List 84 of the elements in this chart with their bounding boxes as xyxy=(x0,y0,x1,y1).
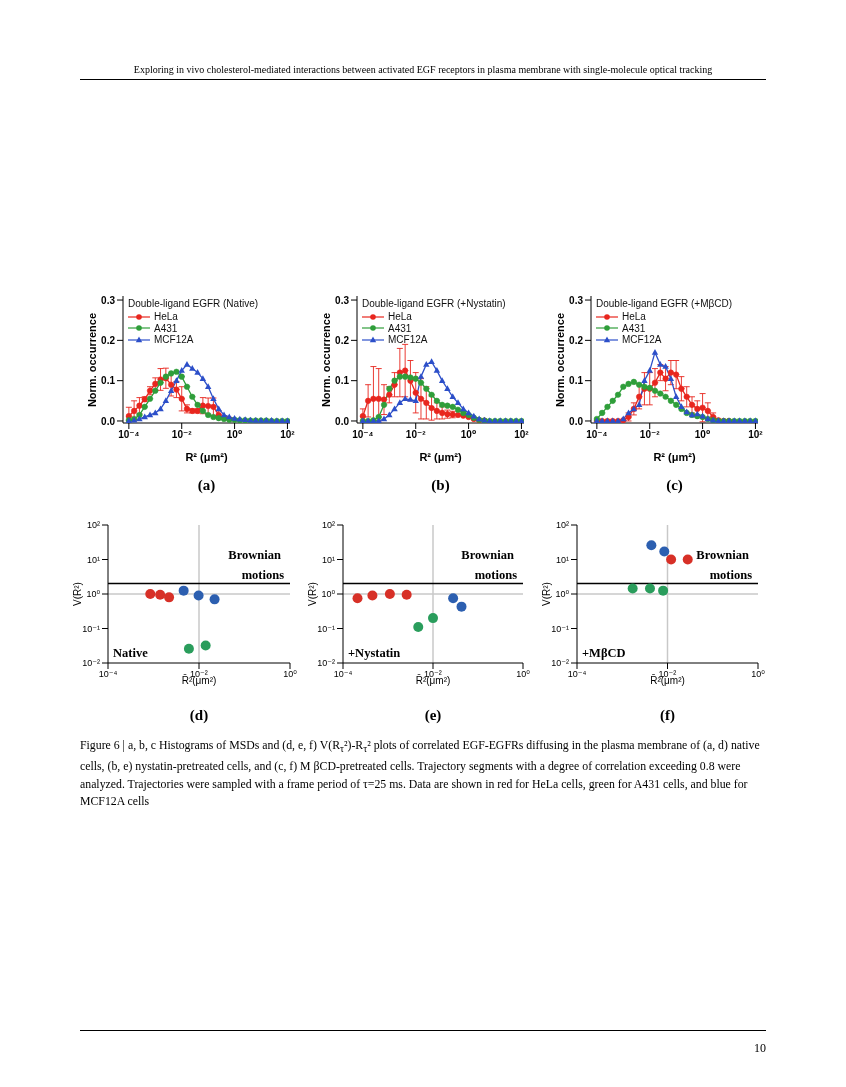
y-tick-label: 10¹ xyxy=(321,554,335,565)
x-tick-label: 10⁰ xyxy=(226,429,243,441)
y-axis-title: V(R²) xyxy=(306,582,318,606)
y-tick-label: 10⁻¹ xyxy=(551,623,569,634)
x-tick-label: 10⁻⁴ xyxy=(98,669,118,680)
text: Exploring in vivo cholesterol-mediated interactions between activated EGF receptors in plasma membrane with single-molecule optical tracking xyxy=(132,64,714,75)
y-tick-label: 0.3 xyxy=(569,294,584,306)
y-tick-label: 10⁻¹ xyxy=(317,623,335,634)
x-tick-label: 10⁰ xyxy=(694,429,711,441)
legend-label: A431 xyxy=(622,322,646,334)
x-axis-title: R̄²(μm²) xyxy=(415,675,451,686)
y-tick-label: 0.1 xyxy=(335,375,350,387)
y-tick-label: 0.1 xyxy=(101,375,116,387)
x-tick-label: 10⁻² xyxy=(171,429,193,441)
y-axis-title: Norm. occurrence xyxy=(320,312,332,407)
y-tick-label: 10² xyxy=(86,520,100,531)
text: (e) xyxy=(424,707,442,724)
y-tick-label: 0.3 xyxy=(101,294,116,306)
x-tick-label: 10⁻⁴ xyxy=(352,429,374,441)
y-tick-label: 0.1 xyxy=(569,375,584,387)
ref-line-label: Brownian motions xyxy=(228,547,285,582)
y-tick-label: 0.0 xyxy=(101,415,116,427)
text: (d) xyxy=(189,707,209,724)
text: (a) xyxy=(197,477,216,494)
x-tick-label: 10⁰ xyxy=(460,429,477,441)
annotation: Native xyxy=(113,646,148,661)
x-tick-label: 10⁻⁴ xyxy=(567,669,587,680)
x-axis-title: R² (μm²) xyxy=(653,451,696,463)
y-tick-label: 10⁻² xyxy=(317,658,335,669)
y-tick-label: 10¹ xyxy=(555,554,569,565)
chart-title: Double-ligand EGFR (+MβCD) xyxy=(596,298,733,309)
x-tick-label: 10⁻² xyxy=(405,429,427,441)
y-tick-label: 0.0 xyxy=(335,415,350,427)
chart-title: Double-ligand EGFR (+Nystatin) xyxy=(362,298,506,309)
legend-label: HeLa xyxy=(154,311,178,323)
annotation: +MβCD xyxy=(582,646,626,661)
y-tick-label: 0.2 xyxy=(569,334,584,346)
x-axis-title: R̄²(μm²) xyxy=(181,675,217,686)
ref-line-label: Brownian motions xyxy=(461,547,518,582)
y-tick-label: 10⁻¹ xyxy=(82,623,100,634)
legend-label: MCF12A xyxy=(154,334,194,346)
y-tick-label: 10² xyxy=(321,520,335,531)
x-tick-label: 10⁰ xyxy=(751,669,766,680)
x-tick-label: 10² xyxy=(514,429,530,441)
x-tick-label: 10⁻² xyxy=(639,429,661,441)
caption: Figure 6 | a, b, c Histograms of MSDs and (d, e, f) V(R$_{τ}$²)-R$_{τ}$² plots of correlated EGF-EGFRs diffusing in the plasma membrane of (a, d) native cells, (b, e) nystatin-pretreated cells, and (c, f) M βCD-pretreated cells. Trajectory segments with a degree of correlation exceeding 0.8 were analyzed. Trajectories were sampled with a frame period of τ=25 ms. Data are shown in red for HeLa cells, green for A431 cells, and blue for MCF12A cells xyxy=(80,737,761,811)
x-tick-label: 10² xyxy=(280,429,296,441)
y-tick-label: 10⁰ xyxy=(555,589,570,600)
y-axis-title: Norm. occurrence xyxy=(554,312,566,407)
x-tick-label: 10⁻⁴ xyxy=(586,429,608,441)
x-axis-title: R̄²(μm²) xyxy=(650,675,685,686)
y-tick-label: 10⁻² xyxy=(82,658,100,669)
x-tick-label: 10⁰ xyxy=(516,669,531,680)
legend-label: A431 xyxy=(388,322,412,334)
y-axis-title: Norm. occurrence xyxy=(86,312,98,407)
legend-label: A431 xyxy=(154,322,178,334)
x-axis-title: R² (μm²) xyxy=(419,451,462,463)
x-tick-label: 10⁻⁴ xyxy=(118,429,140,441)
ref-line-label: Brownian motions xyxy=(696,547,753,582)
x-tick-label: 10⁻⁴ xyxy=(333,669,353,680)
y-tick-label: 0.2 xyxy=(101,334,116,346)
legend-label: HeLa xyxy=(388,311,412,323)
legend-label: MCF12A xyxy=(622,334,662,346)
x-axis-title: R² (μm²) xyxy=(185,451,228,463)
y-tick-label: 10² xyxy=(555,520,569,531)
text: (b) xyxy=(431,477,450,494)
legend-label: HeLa xyxy=(622,311,646,323)
y-tick-label: 10⁰ xyxy=(86,589,101,600)
y-tick-label: 0.0 xyxy=(569,415,584,427)
legend-label: MCF12A xyxy=(388,334,428,346)
y-tick-label: 0.3 xyxy=(335,294,350,306)
text: (f) xyxy=(660,707,675,724)
x-tick-label: 10² xyxy=(748,429,764,441)
y-tick-label: 10¹ xyxy=(86,554,100,565)
annotation: +Nystatin xyxy=(348,646,401,661)
text: 10 xyxy=(80,1030,766,1056)
y-axis-title: V(R²) xyxy=(71,582,83,606)
y-tick-label: 0.2 xyxy=(335,334,350,346)
y-axis-title: V(R²) xyxy=(540,582,552,606)
y-tick-label: 10⁻² xyxy=(551,658,569,669)
x-tick-label: 10⁰ xyxy=(283,669,298,680)
y-tick-label: 10⁰ xyxy=(321,589,336,600)
text: (c) xyxy=(666,477,683,494)
chart-title: Double-ligand EGFR (Native) xyxy=(128,298,259,309)
